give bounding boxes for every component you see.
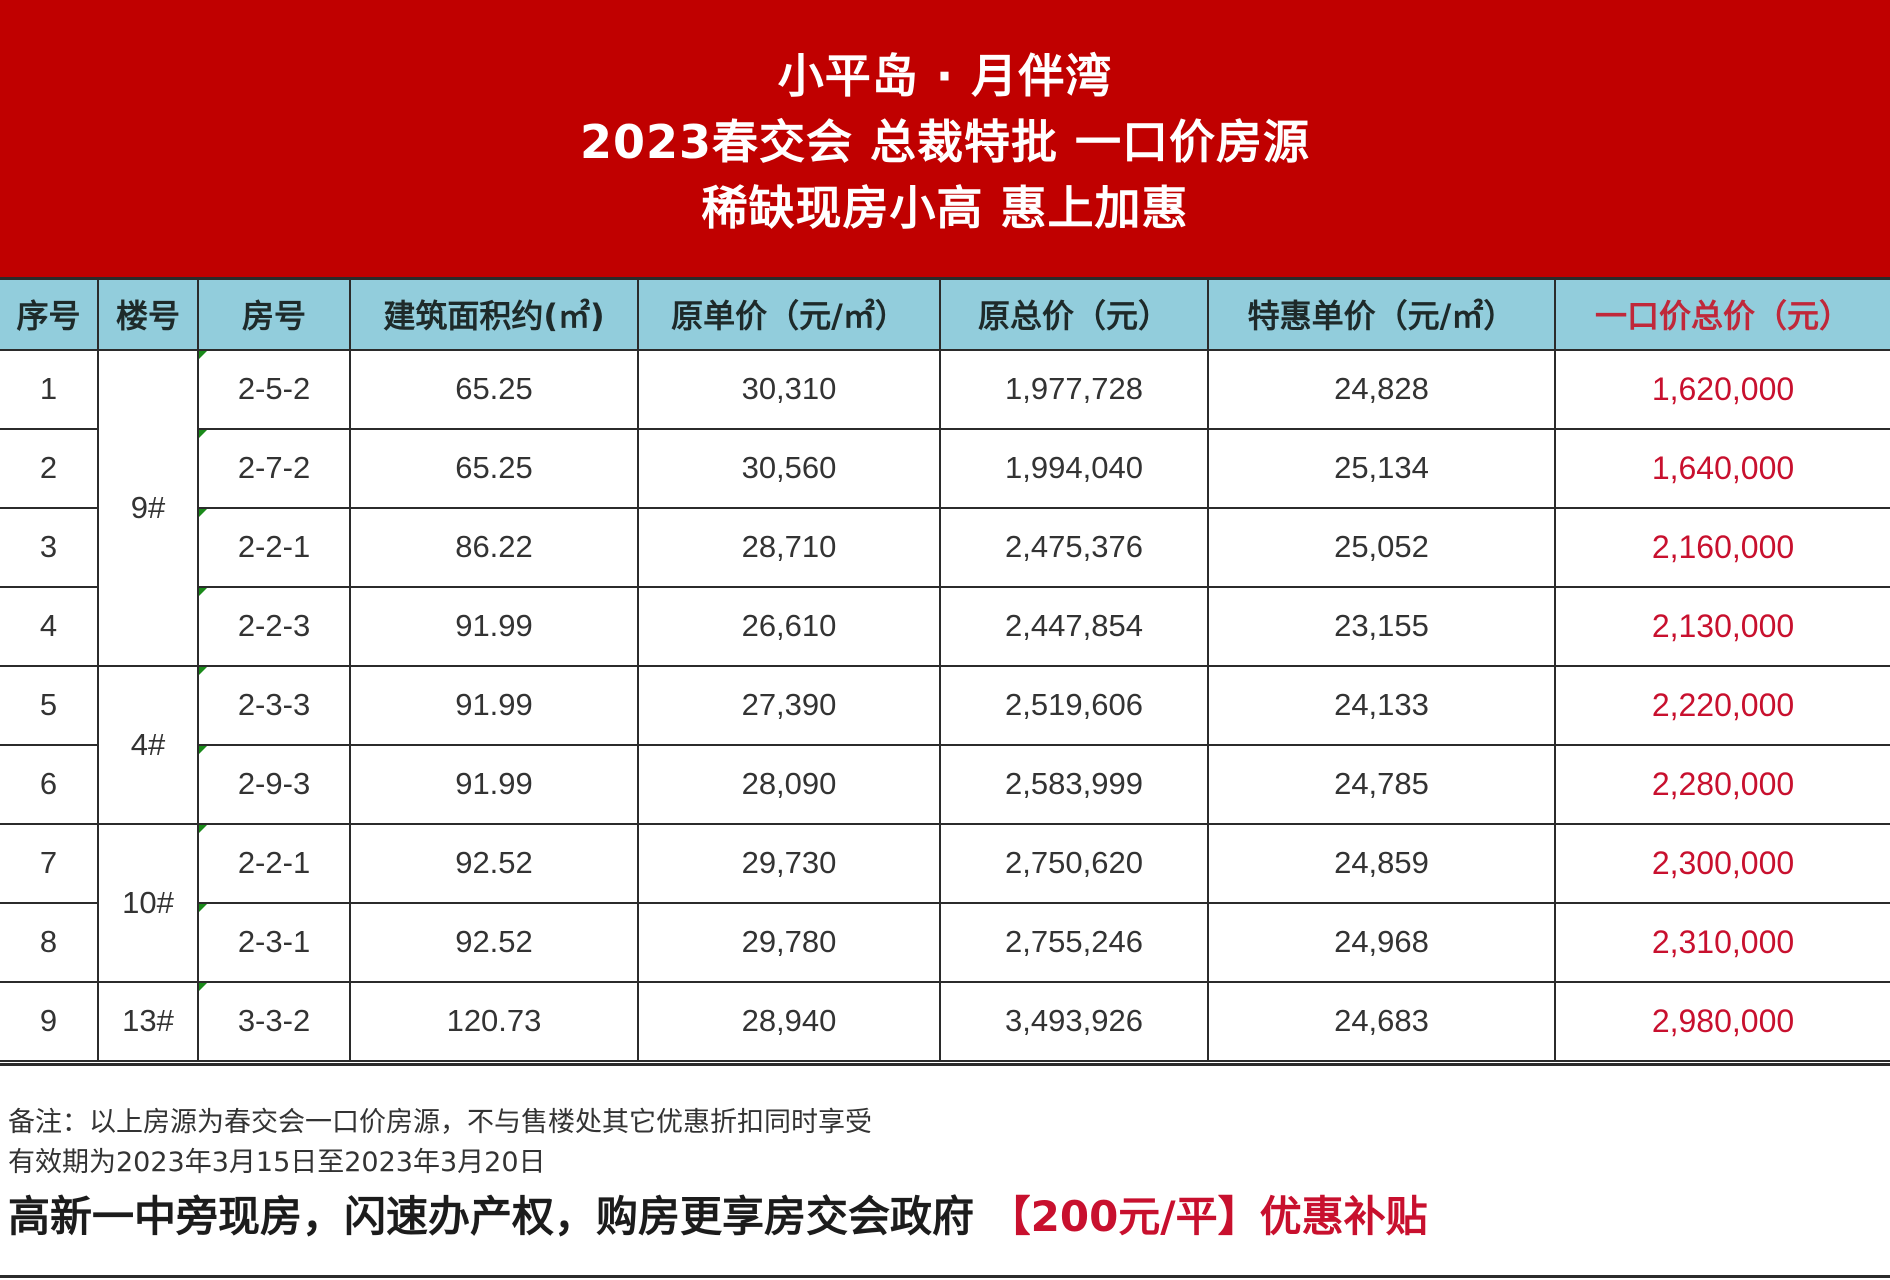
cell-area: 86.22 bbox=[349, 506, 639, 588]
cell-room: 2-5-2 bbox=[197, 348, 351, 430]
promotion-subtitle: 稀缺现房小高 惠上加惠 bbox=[701, 180, 1189, 235]
cell-orig-unit-price: 27,390 bbox=[637, 664, 941, 746]
cell-seq: 9 bbox=[0, 980, 99, 1062]
cell-fixed-total-price: 2,160,000 bbox=[1554, 506, 1890, 588]
table-row: 2 2-7-2 65.25 30,560 1,994,040 25,134 1,… bbox=[0, 427, 1890, 509]
cell-room: 2-3-3 bbox=[197, 664, 351, 746]
cell-orig-total-price: 1,977,728 bbox=[939, 348, 1209, 430]
cell-orig-unit-price: 29,730 bbox=[637, 822, 941, 904]
col-header-seq: 序号 bbox=[0, 277, 99, 351]
promo-line: 高新一中旁现房，闪速办产权，购房更享房交会政府 【200元/平】优惠补贴 bbox=[8, 1190, 1428, 1244]
cell-orig-total-price: 3,493,926 bbox=[939, 980, 1209, 1062]
cell-orig-total-price: 2,750,620 bbox=[939, 822, 1209, 904]
col-header-fixed-total-price: 一口价总价（元） bbox=[1554, 277, 1890, 351]
promotion-title: 2023春交会 总裁特批 一口价房源 bbox=[579, 114, 1311, 169]
project-name: 小平岛 · 月伴湾 bbox=[777, 48, 1113, 103]
cell-orig-unit-price: 29,780 bbox=[637, 901, 941, 983]
cell-area: 92.52 bbox=[349, 822, 639, 904]
cell-orig-unit-price: 28,940 bbox=[637, 980, 941, 1062]
table-row: 5 4# 2-3-3 91.99 27,390 2,519,606 24,133… bbox=[0, 664, 1890, 825]
col-header-orig-unit-price: 原单价（元/㎡） bbox=[637, 277, 941, 351]
price-table: 序号 楼号 房号 建筑面积约(㎡) 原单价（元/㎡） 原总价（元） 特惠单价（元… bbox=[0, 277, 1890, 1062]
cell-special-unit-price: 25,052 bbox=[1207, 506, 1556, 588]
subsidy-highlight: 【200元/平】优惠补贴 bbox=[988, 1192, 1428, 1241]
remark-note: 备注：以上房源为春交会一口价房源，不与售楼处其它优惠折扣同时享受 bbox=[8, 1107, 872, 1138]
cell-special-unit-price: 24,785 bbox=[1207, 743, 1556, 825]
cell-seq: 4 bbox=[0, 585, 99, 667]
cell-fixed-total-price: 2,280,000 bbox=[1554, 743, 1890, 825]
cell-fixed-total-price: 2,300,000 bbox=[1554, 822, 1890, 904]
notes-section: 备注：以上房源为春交会一口价房源，不与售楼处其它优惠折扣同时享受 有效期为202… bbox=[0, 1063, 1890, 1278]
cell-orig-unit-price: 28,090 bbox=[637, 743, 941, 825]
cell-area: 120.73 bbox=[349, 980, 639, 1062]
title-banner: 小平岛 · 月伴湾 2023春交会 总裁特批 一口价房源 稀缺现房小高 惠上加惠 bbox=[0, 0, 1890, 277]
cell-fixed-total-price: 1,640,000 bbox=[1554, 427, 1890, 509]
cell-special-unit-price: 24,683 bbox=[1207, 980, 1556, 1062]
cell-area: 65.25 bbox=[349, 348, 639, 430]
cell-seq: 8 bbox=[0, 901, 99, 983]
cell-orig-total-price: 1,994,040 bbox=[939, 427, 1209, 509]
cell-room: 2-3-1 bbox=[197, 901, 351, 983]
cell-orig-total-price: 2,755,246 bbox=[939, 901, 1209, 983]
cell-orig-total-price: 2,447,854 bbox=[939, 585, 1209, 667]
cell-special-unit-price: 25,134 bbox=[1207, 427, 1556, 509]
cell-seq: 3 bbox=[0, 506, 99, 588]
cell-seq: 1 bbox=[0, 348, 99, 430]
validity-period: 有效期为2023年3月15日至2023年3月20日 bbox=[8, 1147, 546, 1178]
table-row: 7 10# 2-2-1 92.52 29,730 2,750,620 24,85… bbox=[0, 822, 1890, 983]
col-header-building: 楼号 bbox=[97, 277, 199, 351]
cell-room: 2-2-1 bbox=[197, 506, 351, 588]
cell-seq: 7 bbox=[0, 822, 99, 904]
cell-fixed-total-price: 2,310,000 bbox=[1554, 901, 1890, 983]
cell-special-unit-price: 24,133 bbox=[1207, 664, 1556, 746]
cell-building: 10# bbox=[97, 822, 199, 983]
cell-room: 2-2-3 bbox=[197, 585, 351, 667]
cell-area: 91.99 bbox=[349, 585, 639, 667]
table-row: 4 2-2-3 91.99 26,610 2,447,854 23,155 2,… bbox=[0, 585, 1890, 667]
promo-text: 高新一中旁现房，闪速办产权，购房更享房交会政府 bbox=[8, 1192, 975, 1241]
cell-area: 91.99 bbox=[349, 743, 639, 825]
cell-building: 9# bbox=[97, 348, 199, 667]
table-row: 9 13# 3-3-2 120.73 28,940 3,493,926 24,6… bbox=[0, 980, 1890, 1062]
table-row: 8 2-3-1 92.52 29,780 2,755,246 24,968 2,… bbox=[0, 901, 1890, 983]
cell-fixed-total-price: 2,980,000 bbox=[1554, 980, 1890, 1062]
cell-special-unit-price: 24,859 bbox=[1207, 822, 1556, 904]
cell-fixed-total-price: 2,130,000 bbox=[1554, 585, 1890, 667]
col-header-area: 建筑面积约(㎡) bbox=[349, 277, 639, 351]
cell-area: 91.99 bbox=[349, 664, 639, 746]
cell-building: 13# bbox=[97, 980, 199, 1062]
cell-orig-total-price: 2,519,606 bbox=[939, 664, 1209, 746]
cell-orig-total-price: 2,583,999 bbox=[939, 743, 1209, 825]
cell-fixed-total-price: 2,220,000 bbox=[1554, 664, 1890, 746]
cell-orig-unit-price: 30,310 bbox=[637, 348, 941, 430]
cell-area: 92.52 bbox=[349, 901, 639, 983]
cell-special-unit-price: 23,155 bbox=[1207, 585, 1556, 667]
cell-orig-unit-price: 28,710 bbox=[637, 506, 941, 588]
table-row: 3 2-2-1 86.22 28,710 2,475,376 25,052 2,… bbox=[0, 506, 1890, 588]
cell-orig-unit-price: 30,560 bbox=[637, 427, 941, 509]
cell-fixed-total-price: 1,620,000 bbox=[1554, 348, 1890, 430]
cell-room: 2-2-1 bbox=[197, 822, 351, 904]
table-row: 1 9# 2-5-2 65.25 30,310 1,977,728 24,828… bbox=[0, 348, 1890, 667]
cell-orig-unit-price: 26,610 bbox=[637, 585, 941, 667]
col-header-special-unit-price: 特惠单价（元/㎡） bbox=[1207, 277, 1556, 351]
cell-orig-total-price: 2,475,376 bbox=[939, 506, 1209, 588]
cell-building: 4# bbox=[97, 664, 199, 825]
table-row: 6 2-9-3 91.99 28,090 2,583,999 24,785 2,… bbox=[0, 743, 1890, 825]
cell-room: 2-7-2 bbox=[197, 427, 351, 509]
cell-room: 3-3-2 bbox=[197, 980, 351, 1062]
cell-seq: 2 bbox=[0, 427, 99, 509]
col-header-orig-total-price: 原总价（元） bbox=[939, 277, 1209, 351]
cell-seq: 5 bbox=[0, 664, 99, 746]
cell-area: 65.25 bbox=[349, 427, 639, 509]
cell-special-unit-price: 24,828 bbox=[1207, 348, 1556, 430]
header-row: 序号 楼号 房号 建筑面积约(㎡) 原单价（元/㎡） 原总价（元） 特惠单价（元… bbox=[0, 277, 1890, 351]
cell-room: 2-9-3 bbox=[197, 743, 351, 825]
col-header-room: 房号 bbox=[197, 277, 351, 351]
cell-seq: 6 bbox=[0, 743, 99, 825]
cell-special-unit-price: 24,968 bbox=[1207, 901, 1556, 983]
